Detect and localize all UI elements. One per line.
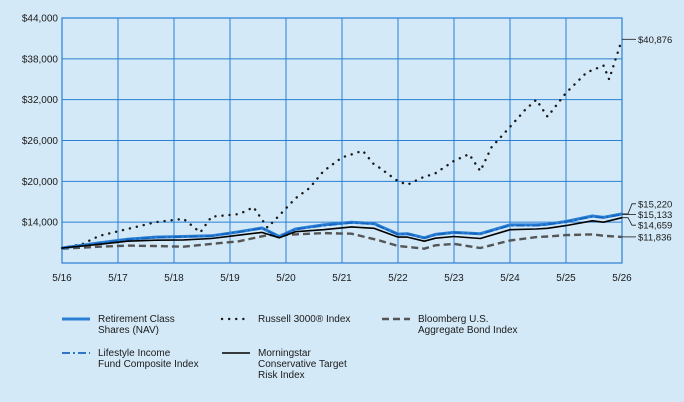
x-tick-label: 5/25	[556, 273, 576, 284]
series-line	[61, 216, 623, 249]
x-tick-label: 5/17	[108, 273, 128, 284]
end-label-leader	[622, 217, 636, 226]
legend-label: Lifestyle Income Fund Composite Index	[98, 348, 199, 370]
end-value-labels: $15,220$15,133 $40,876 $11,836$14,659	[622, 35, 672, 243]
end-value-label: $40,876	[638, 35, 672, 46]
x-tick-label: 5/20	[276, 273, 296, 284]
y-tick-label: $26,000	[22, 136, 59, 147]
series-lines	[60, 38, 624, 250]
end-label-leader	[622, 203, 636, 215]
y-tick-label: $38,000	[22, 54, 59, 65]
series-line	[61, 231, 623, 250]
legend-label: Russell 3000® Index	[258, 314, 350, 325]
legend-label: Retirement Class Shares (NAV)	[98, 314, 175, 336]
series-line	[61, 212, 623, 250]
x-tick-label: 5/19	[220, 273, 240, 284]
axis-ticks: $14,000 $20,000 $26,000 $32,000 $38,000 $44,0…	[22, 14, 632, 285]
x-tick-label: 5/22	[388, 273, 408, 284]
y-tick-label: $20,000	[22, 177, 59, 188]
x-tick-label: 5/21	[332, 273, 352, 284]
y-tick-label: $14,000	[22, 218, 59, 229]
x-tick-label: 5/26	[612, 273, 632, 284]
x-tick-label: 5/18	[164, 273, 184, 284]
y-tick-label: $32,000	[22, 95, 59, 106]
end-value-label: $14,659	[638, 221, 672, 232]
end-value-label: $15,133	[638, 210, 672, 221]
x-tick-label: 5/23	[444, 273, 464, 284]
y-tick-label: $44,000	[22, 14, 59, 25]
legend: Retirement Class Shares (NAV) Lifestyle In…	[62, 314, 518, 381]
x-tick-label: 5/16	[52, 273, 72, 284]
end-value-label: $15,220	[638, 199, 672, 210]
legend-label: Morningstar Conservative Target Risk Index	[258, 348, 347, 381]
x-tick-label: 5/24	[500, 273, 520, 284]
legend-label: Bloomberg U.S. Aggregate Bond Index	[418, 314, 518, 336]
end-value-label: $11,836	[638, 232, 672, 243]
